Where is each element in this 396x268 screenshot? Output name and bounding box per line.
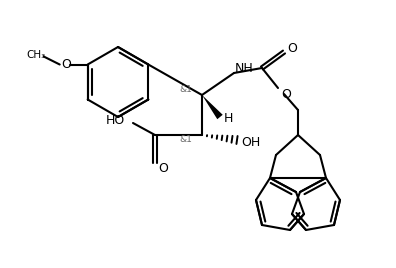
Text: O: O bbox=[287, 42, 297, 54]
Text: NH: NH bbox=[234, 61, 253, 75]
Text: HO: HO bbox=[106, 114, 125, 126]
Polygon shape bbox=[202, 95, 223, 119]
Text: OH: OH bbox=[242, 136, 261, 148]
Text: O: O bbox=[61, 58, 70, 71]
Text: H: H bbox=[223, 113, 233, 125]
Text: &1: &1 bbox=[179, 136, 192, 144]
Text: CH₃: CH₃ bbox=[26, 50, 45, 59]
Text: O: O bbox=[158, 162, 168, 176]
Text: O: O bbox=[281, 87, 291, 100]
Text: &1: &1 bbox=[179, 84, 192, 94]
